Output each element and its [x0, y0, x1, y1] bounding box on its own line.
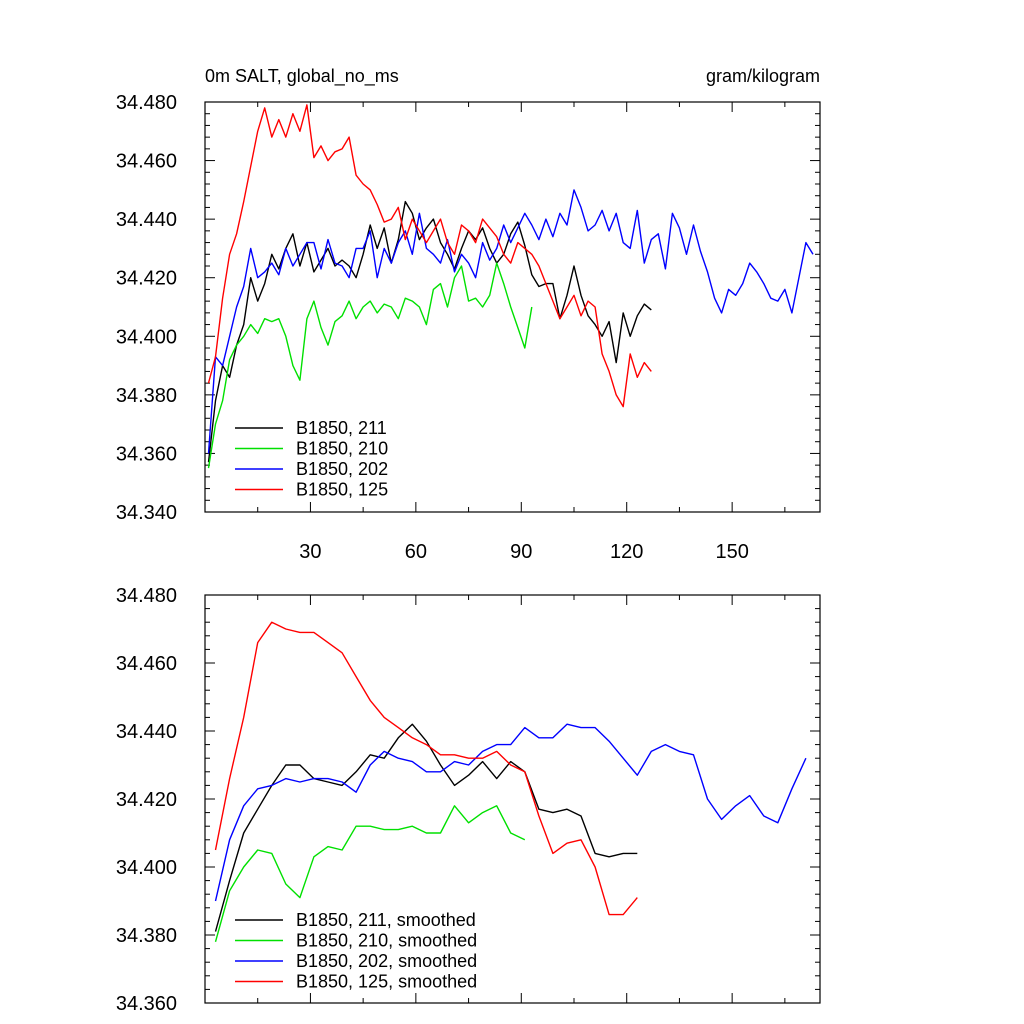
y-tick-label: 34.440 — [116, 209, 177, 231]
y-tick-label: 34.400 — [116, 857, 177, 879]
y-tick-label: 34.340 — [116, 502, 177, 524]
series-line-4 — [207, 104, 652, 408]
chart-title: 0m SALT, global_no_ms — [205, 66, 399, 87]
chart-panel-1: 34.340 34.360 34.380 34.400 34.420 34.440 34.4… — [116, 92, 821, 563]
legend-label: B1850, 202 — [296, 459, 388, 479]
y-tick-label: 34.380 — [116, 925, 177, 947]
y-tick-label: 34.480 — [116, 92, 177, 114]
units-label: gram/kilogram — [706, 66, 820, 86]
y-tick-label: 34.440 — [116, 721, 177, 743]
y-tick-label: 34.360 — [116, 993, 177, 1015]
plot-frame — [204, 101, 821, 513]
legend-label: B1850, 125 — [296, 480, 388, 500]
legend-label: B1850, 125, smoothed — [296, 972, 477, 992]
y-tick-label: 34.480 — [116, 585, 177, 607]
x-tick-label: 90 — [510, 541, 532, 563]
legend-label: B1850, 211, smoothed — [296, 910, 476, 930]
chart-panel-2: 34.360 34.380 34.400 34.420 34.440 34.460 34.4… — [116, 585, 821, 1015]
y-tick-label: 34.420 — [116, 268, 177, 290]
series-line-2 — [207, 262, 533, 469]
y-tick-label: 34.400 — [116, 326, 177, 348]
x-tick-label: 60 — [405, 541, 427, 563]
series-line-3 — [207, 189, 814, 454]
x-tick-label: 120 — [610, 541, 643, 563]
y-tick-label: 34.460 — [116, 653, 177, 675]
x-tick-label: 30 — [299, 541, 321, 563]
series-line-2 — [214, 805, 526, 942]
y-tick-label: 34.380 — [116, 385, 177, 407]
legend-label: B1850, 202, smoothed — [296, 951, 477, 971]
series-line-1 — [207, 200, 652, 463]
y-tick-label: 34.360 — [116, 443, 177, 465]
legend-label: B1850, 210 — [296, 439, 388, 459]
series-line-3 — [214, 723, 807, 902]
x-tick-label: 150 — [715, 541, 748, 563]
series-line-1 — [214, 723, 638, 932]
legend-label: B1850, 211 — [296, 418, 387, 438]
y-tick-label: 34.420 — [116, 789, 177, 811]
panels-group: 34.340 34.360 34.380 34.400 34.420 34.440 34.4… — [116, 92, 821, 1015]
series-line-4 — [214, 621, 638, 916]
y-tick-label: 34.460 — [116, 151, 177, 173]
legend-label: B1850, 210, smoothed — [296, 931, 477, 951]
